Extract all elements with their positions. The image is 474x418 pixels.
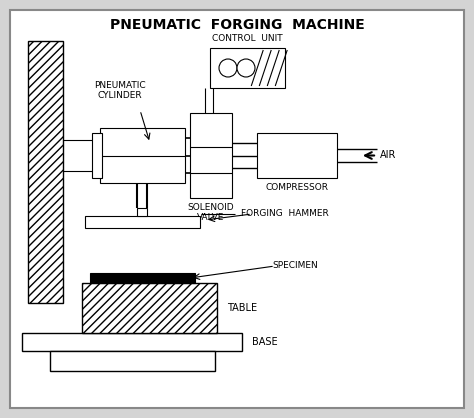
Bar [50,351,215,371]
Bar [90,273,195,283]
Text: SPECIMEN: SPECIMEN [272,262,318,270]
Bar [85,216,200,228]
Circle shape [237,59,255,77]
Text: FORGING  HAMMER: FORGING HAMMER [241,209,329,219]
Bar [190,113,232,198]
Text: PNEUMATIC
CYLINDER: PNEUMATIC CYLINDER [94,81,146,100]
Text: CONTROL  UNIT: CONTROL UNIT [212,34,283,43]
Bar [257,133,337,178]
Text: COMPRESSOR: COMPRESSOR [265,183,328,192]
Text: PNEUMATIC  FORGING  MACHINE: PNEUMATIC FORGING MACHINE [109,18,365,32]
Bar [28,41,63,303]
Bar [137,208,147,216]
Bar [100,128,185,183]
Circle shape [219,59,237,77]
Bar [92,133,102,178]
Text: TABLE: TABLE [227,303,257,313]
Text: BASE: BASE [252,337,278,347]
Text: AIR: AIR [380,150,396,161]
Bar [210,48,285,88]
Bar [82,283,217,333]
Bar [22,333,242,351]
Text: SOLENOID
VALVE: SOLENOID VALVE [188,203,234,222]
